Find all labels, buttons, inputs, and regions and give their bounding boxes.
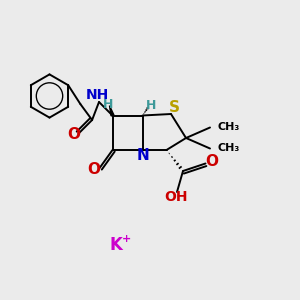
Text: O: O xyxy=(68,127,81,142)
Text: S: S xyxy=(169,100,180,115)
Polygon shape xyxy=(110,106,114,116)
Text: O: O xyxy=(87,162,100,177)
Text: +: + xyxy=(122,234,131,244)
Text: CH₃: CH₃ xyxy=(218,142,240,153)
Text: O: O xyxy=(205,154,218,169)
Text: OH: OH xyxy=(165,190,188,204)
Text: NH: NH xyxy=(86,88,109,102)
Text: N: N xyxy=(137,148,149,164)
Text: CH₃: CH₃ xyxy=(218,122,240,132)
Text: H: H xyxy=(146,99,156,112)
Text: K: K xyxy=(109,236,122,253)
Text: H: H xyxy=(103,98,113,111)
